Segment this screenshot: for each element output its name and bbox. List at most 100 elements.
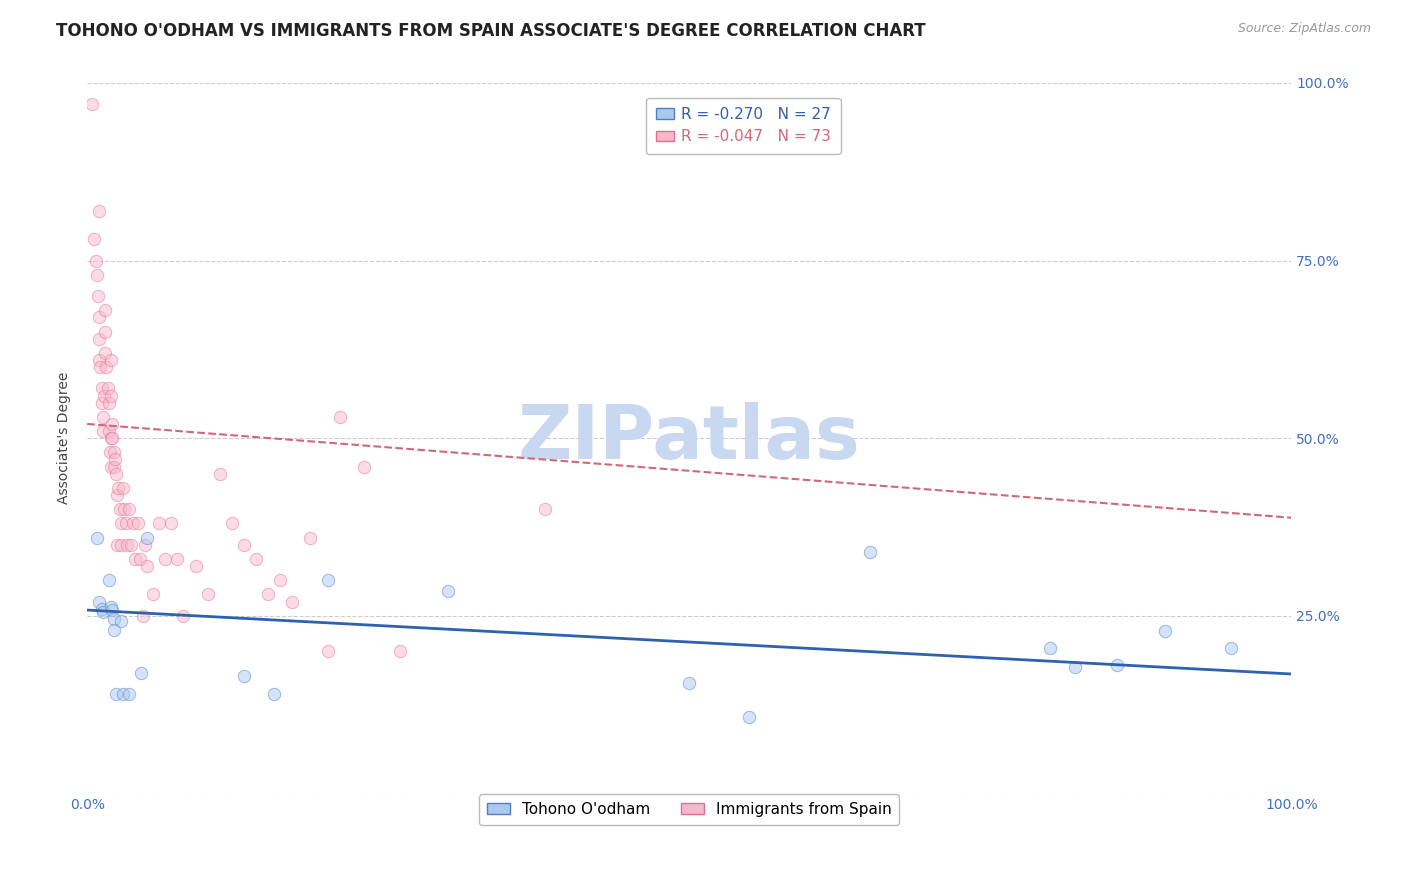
Point xyxy=(232,538,254,552)
Point xyxy=(100,388,122,402)
Point xyxy=(148,516,170,531)
Point xyxy=(105,538,128,552)
Point xyxy=(129,552,152,566)
Point xyxy=(131,665,153,680)
Point xyxy=(103,459,125,474)
Point xyxy=(127,516,149,531)
Point xyxy=(437,583,460,598)
Point xyxy=(1039,640,1062,655)
Text: Source: ZipAtlas.com: Source: ZipAtlas.com xyxy=(1237,22,1371,36)
Point xyxy=(353,459,375,474)
Point xyxy=(256,587,278,601)
Point xyxy=(166,552,188,566)
Point xyxy=(124,552,146,566)
Point xyxy=(136,559,159,574)
Point xyxy=(738,709,761,723)
Point xyxy=(112,687,135,701)
Point xyxy=(89,310,111,325)
Point xyxy=(90,601,112,615)
Point xyxy=(97,395,120,409)
Point xyxy=(160,516,183,531)
Point xyxy=(86,531,108,545)
Point xyxy=(1105,658,1128,673)
Point xyxy=(100,600,122,615)
Y-axis label: Associate's Degree: Associate's Degree xyxy=(58,372,72,504)
Point xyxy=(87,289,110,303)
Point xyxy=(118,502,141,516)
Point xyxy=(859,545,882,559)
Point xyxy=(94,346,117,360)
Point xyxy=(316,644,339,658)
Point xyxy=(1063,660,1085,674)
Point xyxy=(105,467,128,481)
Point xyxy=(107,481,129,495)
Point xyxy=(131,608,153,623)
Point xyxy=(103,623,125,637)
Point xyxy=(97,573,120,587)
Point xyxy=(97,424,120,438)
Point xyxy=(120,538,142,552)
Point xyxy=(84,253,107,268)
Point xyxy=(329,409,352,424)
Point xyxy=(91,409,114,424)
Point xyxy=(136,531,159,545)
Point xyxy=(101,417,124,431)
Point xyxy=(173,608,195,623)
Point xyxy=(110,516,132,531)
Point xyxy=(184,559,207,574)
Point xyxy=(98,445,121,459)
Point xyxy=(105,488,128,502)
Point xyxy=(80,97,103,112)
Point xyxy=(101,431,124,445)
Point xyxy=(104,452,127,467)
Text: ZIPatlas: ZIPatlas xyxy=(517,401,860,475)
Point xyxy=(155,552,177,566)
Point xyxy=(83,232,105,246)
Point xyxy=(118,687,141,701)
Point xyxy=(142,587,165,601)
Point xyxy=(97,381,120,395)
Point xyxy=(96,360,118,375)
Point xyxy=(115,538,138,552)
Point xyxy=(316,573,339,587)
Point xyxy=(110,538,132,552)
Point xyxy=(114,516,136,531)
Point xyxy=(245,552,267,566)
Point xyxy=(281,594,304,608)
Point xyxy=(100,431,122,445)
Text: TOHONO O'ODHAM VS IMMIGRANTS FROM SPAIN ASSOCIATE'S DEGREE CORRELATION CHART: TOHONO O'ODHAM VS IMMIGRANTS FROM SPAIN … xyxy=(56,22,927,40)
Point xyxy=(389,644,412,658)
Point xyxy=(89,594,111,608)
Point xyxy=(122,516,145,531)
Point xyxy=(1154,624,1177,639)
Point xyxy=(94,325,117,339)
Point xyxy=(105,687,128,701)
Point xyxy=(103,612,125,626)
Point xyxy=(90,395,112,409)
Point xyxy=(197,587,219,601)
Point xyxy=(110,615,132,629)
Point xyxy=(1220,641,1243,656)
Point xyxy=(678,676,700,690)
Point xyxy=(89,203,111,218)
Point xyxy=(232,669,254,683)
Point xyxy=(90,381,112,395)
Point xyxy=(89,332,111,346)
Point xyxy=(91,424,114,438)
Point xyxy=(101,603,124,617)
Point xyxy=(134,538,156,552)
Point xyxy=(93,388,115,402)
Point xyxy=(86,268,108,282)
Point xyxy=(533,502,555,516)
Point xyxy=(221,516,243,531)
Point xyxy=(89,353,111,368)
Point xyxy=(89,360,111,375)
Point xyxy=(103,445,125,459)
Point xyxy=(208,467,231,481)
Point xyxy=(94,303,117,318)
Legend: Tohono O'odham, Immigrants from Spain: Tohono O'odham, Immigrants from Spain xyxy=(479,795,900,825)
Point xyxy=(100,353,122,368)
Point xyxy=(91,605,114,619)
Point xyxy=(112,481,135,495)
Point xyxy=(100,459,122,474)
